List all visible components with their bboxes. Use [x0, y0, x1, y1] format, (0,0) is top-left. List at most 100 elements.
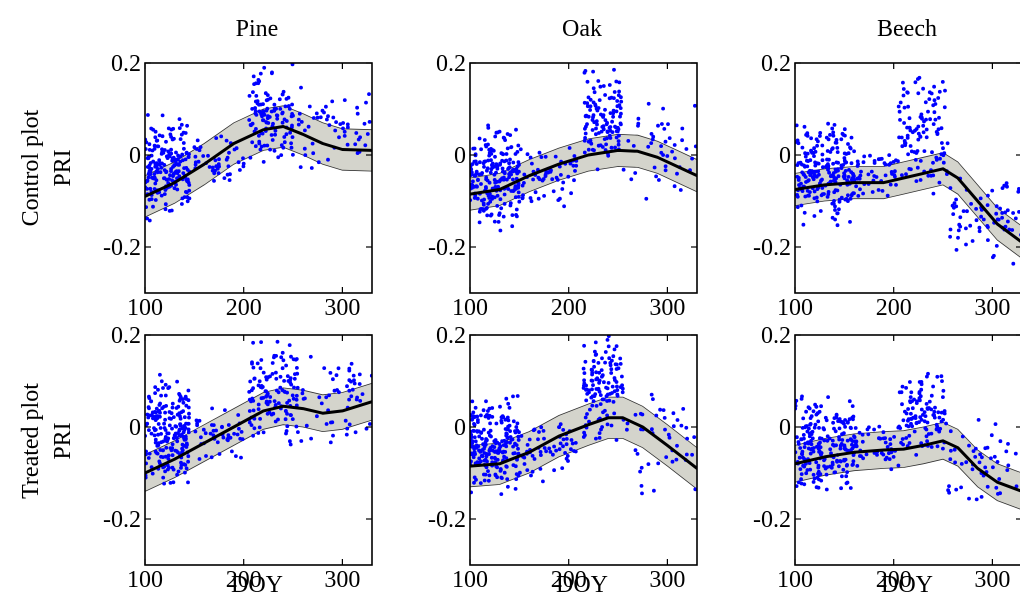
data-point	[561, 180, 566, 185]
data-point	[197, 457, 202, 461]
data-point	[985, 224, 990, 228]
data-point	[870, 190, 875, 194]
x-tick-label: 300	[324, 567, 360, 593]
data-point	[834, 140, 839, 145]
data-point	[275, 113, 280, 118]
data-point	[531, 177, 535, 182]
data-point	[473, 439, 478, 444]
data-point	[256, 402, 261, 407]
data-point	[610, 119, 614, 124]
data-point	[591, 113, 596, 118]
data-point	[175, 187, 180, 192]
data-point	[472, 429, 476, 433]
data-point	[170, 453, 175, 458]
data-point	[558, 196, 562, 201]
data-point	[368, 422, 372, 426]
data-point	[251, 365, 256, 370]
data-point	[522, 462, 527, 466]
data-point	[597, 436, 602, 440]
data-point	[479, 453, 484, 458]
data-point	[167, 465, 171, 470]
data-point	[508, 429, 512, 433]
data-point	[145, 165, 150, 169]
data-point	[256, 431, 261, 435]
data-point	[248, 155, 253, 160]
data-point	[247, 94, 252, 98]
data-point	[830, 126, 835, 131]
data-point	[614, 438, 619, 442]
data-point	[551, 189, 556, 194]
data-point	[322, 366, 327, 370]
data-point	[819, 193, 824, 198]
data-point	[956, 228, 961, 233]
data-point	[162, 192, 167, 197]
data-point	[474, 172, 479, 176]
data-point	[522, 455, 527, 460]
data-point	[271, 121, 275, 126]
data-point	[978, 196, 983, 201]
data-point	[581, 386, 586, 390]
data-point	[156, 409, 161, 414]
data-point	[562, 204, 566, 209]
data-point	[303, 396, 307, 401]
data-point	[915, 149, 920, 153]
data-point	[341, 126, 345, 131]
data-point	[525, 443, 530, 447]
data-point	[649, 141, 654, 146]
data-point	[907, 116, 912, 121]
data-point	[265, 116, 270, 121]
column-title-pine: Pine	[236, 16, 279, 42]
data-point	[918, 134, 922, 139]
data-point	[347, 368, 352, 373]
data-point	[486, 142, 490, 147]
data-point	[508, 435, 513, 439]
data-point	[241, 156, 245, 161]
data-point	[818, 209, 823, 213]
data-point	[615, 99, 620, 103]
data-point	[181, 400, 186, 405]
data-point	[591, 69, 595, 74]
data-point	[217, 452, 222, 456]
data-point	[177, 117, 182, 121]
data-point	[259, 144, 264, 149]
data-point	[484, 399, 488, 404]
data-point	[607, 398, 612, 403]
data-point	[162, 148, 167, 152]
data-point	[502, 470, 507, 475]
data-point	[168, 132, 173, 137]
data-point	[561, 444, 565, 449]
data-point	[693, 103, 697, 108]
data-point	[808, 467, 813, 472]
data-point	[257, 79, 262, 84]
data-point	[264, 120, 269, 125]
data-point	[896, 159, 900, 164]
data-point	[939, 374, 944, 379]
data-point	[692, 435, 697, 439]
data-point	[186, 480, 190, 485]
data-point	[166, 453, 171, 458]
y-tick-label: 0.2	[111, 323, 141, 349]
data-point	[563, 451, 567, 455]
data-point	[936, 127, 941, 132]
data-point	[638, 469, 642, 474]
data-point	[146, 156, 151, 161]
data-point	[480, 448, 485, 452]
data-point	[272, 399, 277, 403]
data-point	[560, 187, 565, 191]
row-label-treated-line2: PRI	[50, 422, 76, 459]
data-point	[594, 436, 598, 441]
data-point	[998, 439, 1003, 444]
data-point	[925, 420, 930, 425]
data-point	[289, 141, 293, 146]
data-point	[612, 376, 617, 380]
data-point	[489, 212, 494, 217]
data-point	[247, 390, 252, 394]
data-point	[985, 445, 990, 450]
data-point	[929, 91, 934, 96]
data-point	[805, 151, 810, 156]
data-point	[513, 195, 518, 200]
data-point	[805, 189, 810, 193]
data-point	[486, 430, 491, 435]
axes-frame	[794, 62, 1020, 294]
xlabel-beech: DOY	[881, 572, 933, 598]
